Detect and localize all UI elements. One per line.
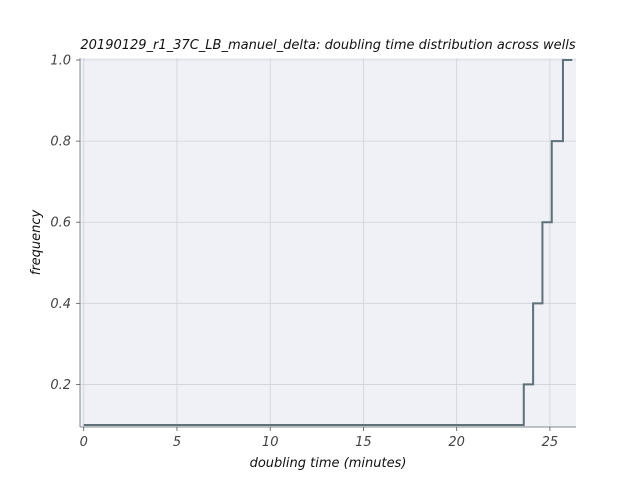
series-step-line [83,59,573,426]
axes [79,58,576,428]
x-tick-label: 0 [80,435,88,450]
x-tick-label: 10 [262,435,279,450]
y-tick-label: 1.0 [50,54,71,69]
x-axis-label: doubling time (minutes) [250,456,407,471]
series-layer [83,59,573,426]
x-tick-label: 15 [355,435,372,450]
y-tick-label: 0.8 [50,135,71,150]
y-tick-label: 0.2 [50,378,71,393]
x-tick-label: 20 [448,435,465,450]
plot-background [80,58,576,427]
y-tick-label: 0.6 [50,216,71,231]
y-axis-label: frequency [29,209,44,275]
chart-title: 20190129_r1_37C_LB_manuel_delta: doublin… [80,38,575,53]
x-tick-label: 5 [173,435,181,450]
grid [80,58,576,427]
ticks: 0 5 10 15 20 25 0.2 0.4 0.6 0.8 1.0 [50,54,558,450]
y-tick-label: 0.4 [50,297,71,312]
x-tick-label: 25 [542,435,559,450]
